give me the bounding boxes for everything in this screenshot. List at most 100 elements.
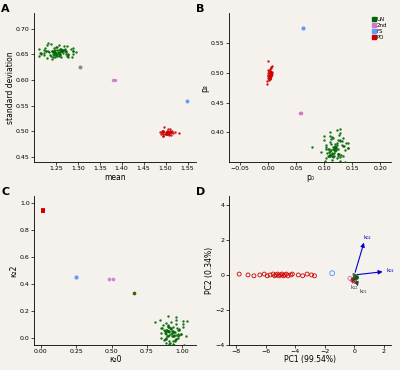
- Point: [169, 128, 175, 134]
- Point: [162, 131, 168, 137]
- Point: [178, 332, 184, 337]
- Point: [304, 271, 310, 277]
- Point: [50, 46, 57, 51]
- Point: [334, 140, 340, 146]
- Point: [171, 342, 177, 348]
- Point: [331, 150, 338, 156]
- Point: [332, 141, 338, 147]
- Point: [298, 110, 304, 115]
- Point: [61, 44, 68, 50]
- Point: [166, 325, 173, 331]
- Point: [162, 330, 168, 336]
- Point: [163, 327, 169, 333]
- Point: [335, 151, 341, 157]
- Text: B: B: [196, 4, 205, 14]
- Point: [288, 272, 294, 278]
- Text: k₁₂: k₁₂: [351, 285, 358, 290]
- Point: [57, 46, 63, 52]
- Point: [336, 151, 342, 157]
- Point: [329, 134, 335, 140]
- Point: [160, 133, 166, 139]
- Point: [56, 42, 62, 48]
- Point: [329, 150, 336, 156]
- Point: [54, 47, 60, 53]
- Point: [327, 133, 333, 139]
- Point: [170, 324, 176, 330]
- Point: [335, 146, 341, 152]
- Point: [110, 77, 116, 83]
- Point: [166, 324, 172, 330]
- Point: [158, 131, 165, 137]
- Point: [168, 130, 174, 135]
- Point: [173, 321, 180, 327]
- Point: [332, 143, 338, 149]
- Point: [332, 146, 339, 152]
- Point: [180, 324, 186, 330]
- Point: [164, 131, 170, 137]
- Point: [183, 333, 189, 339]
- Point: [236, 271, 242, 277]
- Point: [65, 51, 72, 57]
- Point: [268, 64, 275, 70]
- Point: [171, 332, 178, 338]
- Point: [323, 155, 329, 161]
- Point: [161, 327, 168, 333]
- Point: [283, 271, 290, 277]
- Point: [295, 272, 302, 278]
- Point: [163, 331, 170, 337]
- Point: [56, 53, 62, 59]
- Point: [173, 345, 179, 351]
- Point: [328, 153, 335, 159]
- Point: [166, 129, 172, 135]
- Point: [166, 130, 172, 136]
- Point: [166, 329, 172, 335]
- Point: [51, 48, 58, 54]
- Point: [56, 47, 62, 53]
- Point: [177, 331, 184, 337]
- Point: [176, 327, 182, 333]
- Point: [326, 153, 333, 159]
- Point: [333, 147, 340, 153]
- Point: [268, 72, 274, 78]
- Point: [353, 274, 359, 280]
- Point: [345, 145, 352, 151]
- Point: [53, 44, 60, 50]
- Point: [38, 50, 44, 56]
- Point: [300, 25, 306, 31]
- Point: [175, 332, 182, 337]
- Point: [106, 276, 112, 282]
- Point: [264, 81, 271, 87]
- Point: [308, 272, 315, 278]
- Point: [163, 340, 169, 346]
- Point: [157, 330, 164, 336]
- Point: [318, 149, 324, 155]
- Point: [166, 339, 172, 344]
- Point: [280, 273, 287, 279]
- Point: [166, 126, 173, 132]
- Point: [170, 329, 176, 335]
- Point: [172, 337, 178, 343]
- Point: [62, 46, 68, 52]
- Point: [261, 271, 268, 277]
- Point: [342, 147, 348, 153]
- Point: [164, 327, 170, 333]
- Point: [50, 51, 57, 57]
- Point: [174, 327, 181, 333]
- Point: [282, 272, 288, 278]
- Point: [181, 342, 188, 348]
- X-axis label: PC1 (99.54%): PC1 (99.54%): [284, 356, 336, 364]
- Point: [159, 128, 165, 134]
- Point: [266, 74, 272, 80]
- Point: [341, 143, 347, 149]
- Point: [296, 110, 303, 116]
- Point: [160, 129, 166, 135]
- Point: [345, 140, 352, 146]
- Point: [179, 321, 186, 327]
- Point: [42, 45, 48, 51]
- Point: [56, 52, 63, 58]
- Point: [157, 324, 164, 330]
- Point: [333, 144, 340, 150]
- Point: [336, 161, 342, 167]
- Point: [264, 73, 271, 79]
- Point: [62, 48, 69, 54]
